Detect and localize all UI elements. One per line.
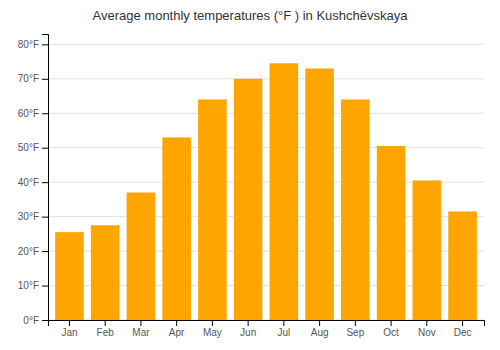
tick-mark bbox=[212, 320, 213, 326]
bar bbox=[448, 211, 477, 320]
tick: 80°F bbox=[18, 39, 48, 50]
tick-label: 50°F bbox=[18, 142, 39, 153]
tick-label: Jan bbox=[61, 327, 77, 338]
tick-label: 80°F bbox=[18, 39, 39, 50]
tick-mark bbox=[176, 320, 177, 326]
bar bbox=[413, 180, 442, 320]
bar bbox=[270, 63, 299, 320]
tick-label: Mar bbox=[132, 327, 150, 338]
grid-line bbox=[48, 147, 484, 148]
tick-mark bbox=[426, 320, 427, 326]
tick-mark bbox=[42, 182, 48, 183]
tick-mark bbox=[42, 113, 48, 114]
tick-label: Jun bbox=[240, 327, 256, 338]
tick-label: May bbox=[203, 327, 222, 338]
grid-line bbox=[48, 113, 484, 114]
tick: Sep bbox=[346, 320, 364, 338]
tick-label: Oct bbox=[383, 327, 399, 338]
bar bbox=[305, 68, 334, 320]
tick: 10°F bbox=[18, 280, 48, 291]
tick-mark bbox=[69, 320, 70, 326]
plot: 0°F 10°F 20°F 30°F 40°F 50°F 60°F 70°F 80°F Jan Fe… bbox=[18, 35, 485, 339]
axis-line bbox=[49, 321, 485, 327]
tick: 30°F bbox=[18, 211, 48, 222]
tick-label: 60°F bbox=[18, 108, 39, 119]
chart: Average monthly temperatures (°F ) in Ku… bbox=[0, 0, 500, 350]
tick: Aug bbox=[311, 320, 329, 338]
tick-mark bbox=[355, 320, 356, 326]
tick-label: 40°F bbox=[18, 177, 39, 188]
tick: Oct bbox=[383, 320, 399, 338]
tick-label: 0°F bbox=[23, 315, 39, 326]
tick-label: Jul bbox=[277, 327, 290, 338]
bar bbox=[91, 225, 120, 320]
tick: 70°F bbox=[18, 73, 48, 84]
tick-mark bbox=[283, 320, 284, 326]
tick-mark bbox=[42, 286, 48, 287]
tick-mark bbox=[462, 320, 463, 326]
tick-mark bbox=[42, 217, 48, 218]
y-axis: 0°F 10°F 20°F 30°F 40°F 50°F 60°F 70°F 80°F bbox=[18, 35, 49, 326]
bars bbox=[55, 63, 477, 320]
tick-label: Dec bbox=[454, 327, 472, 338]
tick-label: 30°F bbox=[18, 211, 39, 222]
tick: May bbox=[203, 320, 222, 338]
tick: 60°F bbox=[18, 108, 48, 119]
tick-label: 70°F bbox=[18, 73, 39, 84]
tick-mark bbox=[42, 148, 48, 149]
tick: Apr bbox=[169, 320, 185, 338]
tick: Feb bbox=[97, 320, 115, 338]
tick-mark bbox=[140, 320, 141, 326]
tick: 40°F bbox=[18, 177, 48, 188]
title: Average monthly temperatures (°F ) in Ku… bbox=[93, 8, 409, 23]
bar bbox=[55, 232, 84, 320]
tick: 20°F bbox=[18, 246, 48, 257]
tick-label: Apr bbox=[169, 327, 185, 338]
grid bbox=[48, 44, 484, 320]
tick-label: 10°F bbox=[18, 280, 39, 291]
tick: Jan bbox=[61, 320, 77, 338]
tick: Jun bbox=[240, 320, 256, 338]
tick-mark bbox=[248, 320, 249, 326]
tick-mark bbox=[42, 251, 48, 252]
x-axis: Jan Feb Mar Apr May Jun Jul Aug Sep Oct Nov Dec bbox=[49, 320, 485, 338]
tick-label: 20°F bbox=[18, 246, 39, 257]
bar bbox=[377, 146, 406, 320]
bar bbox=[127, 193, 156, 320]
grid-line bbox=[48, 78, 484, 79]
tick: Nov bbox=[418, 320, 436, 338]
tick: Mar bbox=[132, 320, 150, 338]
bar bbox=[198, 99, 227, 320]
tick-mark bbox=[42, 44, 48, 45]
bar bbox=[341, 99, 370, 320]
bar bbox=[162, 137, 191, 320]
tick-label: Nov bbox=[418, 327, 436, 338]
grid-line bbox=[48, 44, 484, 45]
axis-line bbox=[42, 35, 49, 321]
tick-label: Aug bbox=[311, 327, 329, 338]
tick-mark bbox=[105, 320, 106, 326]
tick-mark bbox=[42, 320, 48, 321]
tick-mark bbox=[391, 320, 392, 326]
tick: 0°F bbox=[23, 315, 48, 326]
tick: Dec bbox=[454, 320, 472, 338]
tick-mark bbox=[319, 320, 320, 326]
tick-mark bbox=[42, 79, 48, 80]
bar bbox=[234, 79, 263, 320]
tick: Jul bbox=[277, 320, 290, 338]
tick-label: Sep bbox=[346, 327, 364, 338]
tick-label: Feb bbox=[97, 327, 115, 338]
tick: 50°F bbox=[18, 142, 48, 153]
